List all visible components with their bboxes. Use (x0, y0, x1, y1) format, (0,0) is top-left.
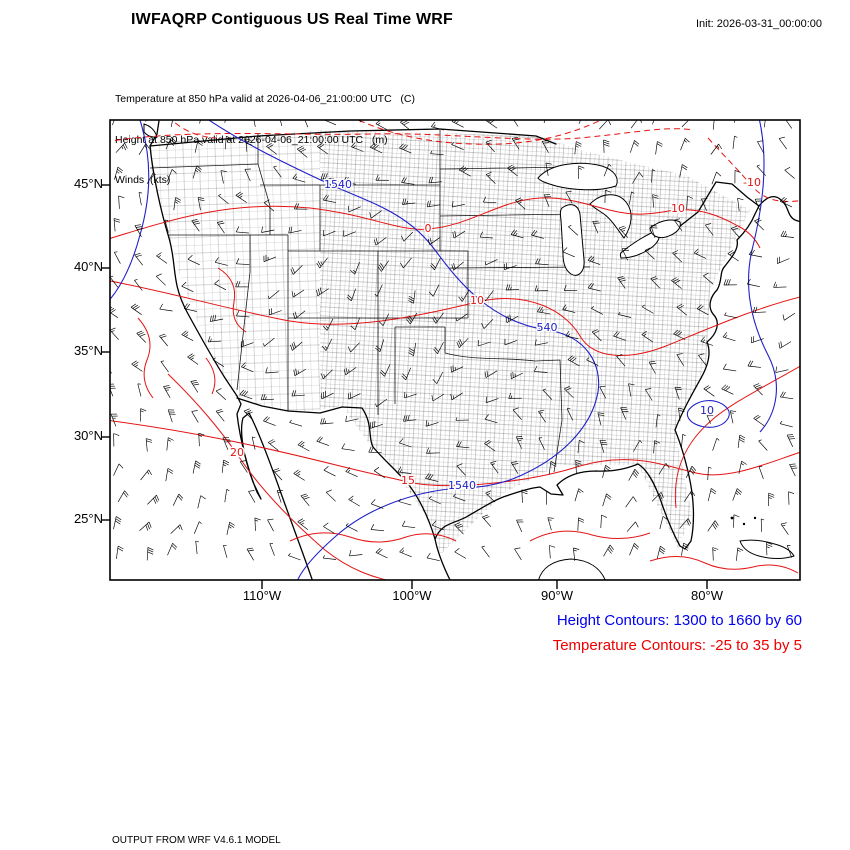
svg-text:10: 10 (700, 404, 714, 417)
lake-ontario (649, 219, 681, 239)
lat-label-30n: 30°N (73, 428, 103, 443)
lake-superior (537, 162, 618, 191)
great-lakes (537, 162, 681, 276)
weather-map-canvas: 1540 -10 10 0 10 540 10 20 15 1540 (101, 119, 801, 589)
svg-text:10: 10 (671, 202, 685, 215)
svg-text:15: 15 (401, 474, 415, 487)
legend-height-contours: Height Contours: 1300 to 1660 by 60 (556, 612, 802, 629)
svg-text:0: 0 (425, 222, 432, 235)
yucatan-peninsula (538, 558, 606, 580)
geography-layer (143, 120, 800, 580)
county-texture-west (150, 130, 320, 412)
vancouver-island (143, 123, 158, 138)
wind-barbs-layer (110, 120, 798, 562)
svg-text:540: 540 (537, 321, 558, 334)
temperature-contours-layer (110, 120, 800, 580)
lon-label-90w: 90°W (541, 588, 573, 603)
lat-label-45n: 45°N (73, 176, 103, 191)
svg-text:1540: 1540 (448, 479, 476, 492)
bahamas-islet (730, 516, 734, 520)
lat-label-40n: 40°N (73, 259, 103, 274)
canada-border (149, 128, 760, 231)
footer-block: OUTPUT FROM WRF V4.6.1 MODEL WE = 580 ; … (112, 808, 505, 850)
county-texture-east (320, 130, 750, 555)
lon-label-100w: 100°W (392, 588, 432, 603)
bahamas-islet (742, 522, 746, 526)
lon-label-80w: 80°W (691, 588, 723, 603)
footer-model-line: OUTPUT FROM WRF V4.6.1 MODEL (112, 835, 281, 846)
lake-erie (619, 229, 661, 259)
lat-label-25n: 25°N (73, 511, 103, 526)
svg-text:-10: -10 (743, 176, 761, 189)
svg-text:20: 20 (230, 446, 244, 459)
lake-michigan (559, 204, 585, 276)
lat-label-35n: 35°N (73, 343, 103, 358)
coastline (149, 120, 800, 580)
mexico-border (236, 397, 436, 540)
map-plot-area: 1540 -10 10 0 10 540 10 20 15 1540 (60, 106, 850, 612)
map-frame (101, 119, 801, 589)
bahamas-islet (753, 516, 757, 520)
contour-labels-layer: 1540 -10 10 0 10 540 10 20 15 1540 (229, 175, 763, 494)
legend-temperature-contours: Temperature Contours: -25 to 35 by 5 (552, 637, 802, 654)
svg-text:10: 10 (470, 294, 484, 307)
page-title: IWFAQRP Contiguous US Real Time WRF (131, 11, 453, 28)
init-time-label: Init: 2026-03-31_00:00:00 (696, 18, 822, 30)
lon-label-110w: 110°W (242, 588, 282, 603)
svg-text:1540: 1540 (324, 178, 352, 191)
field-info-temperature: Temperature at 850 hPa valid at 2026-04-… (115, 93, 416, 105)
